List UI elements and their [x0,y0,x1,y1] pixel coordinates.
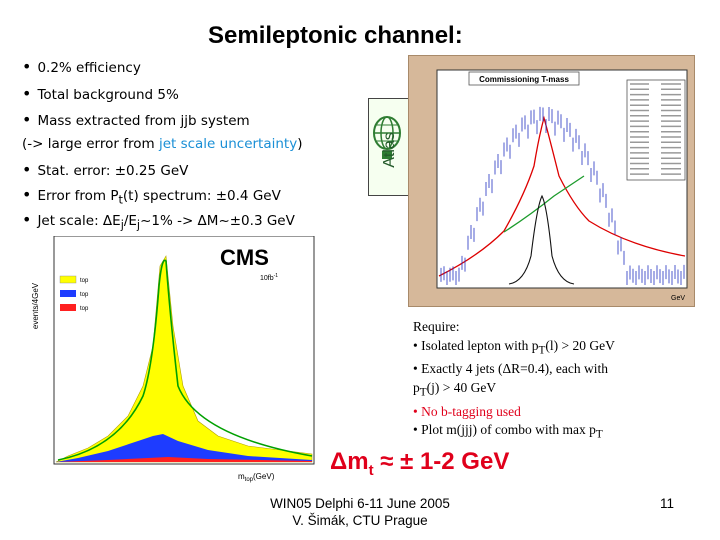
atlas-plot-title: Commissioning T-mass [479,75,569,84]
result-text: Δm [330,448,369,475]
atlas-signal-curve [508,194,575,285]
legend-label-signal: top [80,278,89,284]
bullet-mass-extracted: • Mass extracted from jjb system [22,110,250,129]
footer-author: V. Šimák, CTU Prague [292,513,428,528]
cms-ylabel: events/4GeV [31,282,40,329]
bullet-sub: t [118,193,123,207]
cms-plot-svg: events/4GeV CMS 10fb-1 top top top mtop(… [31,235,315,483]
requirements-heading: Require: [413,319,460,334]
footer: WIN05 Delphi 6-11 June 2005 V. Šimák, CT… [255,495,465,529]
atlas-stats-lines [630,83,681,175]
bullet-text: (t) spectrum: ±0.4 GeV [122,188,281,204]
requirements-list: Require: • Isolated lepton with pT(l) > … [413,318,615,445]
atlas-fit-curve [438,115,686,277]
mass-uncertainty-result: Δmt ≈ ± 1-2 GeV [330,448,509,479]
legend-swatch-signal [59,275,77,284]
result-text: ≈ ± 1-2 GeV [373,448,510,475]
requirement-lepton: • Isolated lepton with pT(l) > 20 GeV [413,337,615,360]
req-sub: T [538,344,546,357]
legend-swatch-background [60,290,76,297]
slide-title: Semileptonic channel: [208,22,463,49]
req-text: • Plot m(jjj) of combo with max p [413,422,596,438]
bullet-background: • Total background 5% [22,84,179,103]
requirement-jets: • Exactly 4 jets (ΔR=0.4), each with [413,361,608,377]
legend-label-background: top [80,292,89,298]
note-suffix: ) [297,136,303,152]
cms-xlabel: mtop(GeV) [238,472,275,483]
bullet-pt-error: • Error from Pt(t) spectrum: ±0.4 GeV [22,185,281,207]
requirement-no-btag: • No b-tagging used [413,403,521,419]
note-highlight: jet scale uncertainty [158,136,298,152]
atlas-plot-svg: Commissioning T-mass GeV [436,69,688,302]
page-number: 11 [660,496,675,511]
bullet-text: Error from P [37,188,119,204]
requirement-plot: • Plot m(jjj) of combo with max pT [413,421,615,444]
cms-lumi: 10fb-1 [260,273,278,282]
req-text: p [413,380,420,396]
bullet-efficiency: • 0.2% efficiency [22,57,141,76]
bullet-sub: j [120,218,124,232]
legend-label-other: top [80,306,89,312]
cms-logo: CMS [220,245,269,270]
bullet-text: Jet scale: ΔE [37,213,121,229]
cms-legend: top top top [59,275,89,312]
req-sub: T [595,429,603,442]
atlas-mass-plot: Commissioning T-mass GeV [408,55,695,307]
req-text: (j) > 40 GeV [426,380,497,396]
atlas-label: Atlas [381,132,398,168]
bullet-text: /E [123,213,137,229]
legend-swatch-other [60,304,76,311]
cms-fit-curve [57,259,313,461]
atlas-data-points [440,106,685,285]
bullet-text: 0.2% efficiency [37,60,141,76]
cms-other-histogram [56,457,312,462]
cms-mass-plot: events/4GeV CMS 10fb-1 top top top mtop(… [28,235,316,484]
jet-scale-note: (-> large error from jet scale uncertain… [22,136,302,152]
cms-background-histogram [56,434,312,462]
bullet-text: Total background 5% [37,87,179,103]
req-text: (l) > 20 GeV [545,337,615,353]
atlas-background-curve [503,175,585,233]
bullet-stat-error: • Stat. error: ±0.25 GeV [22,160,189,179]
requirement-jet-pt: pT(j) > 40 GeV [413,379,615,402]
req-text: • Isolated lepton with p [413,337,539,353]
atlas-globe-icon [373,116,401,159]
bullet-text: ~1% -> ΔM~±0.3 GeV [140,213,295,229]
req-sub: T [419,386,427,399]
bullet-sub: j [136,218,141,232]
result-sub: t [368,461,374,479]
bullet-jet-scale: • Jet scale: ΔEj/Ej~1% -> ΔM~±0.3 GeV [22,210,295,232]
bullet-text: Mass extracted from jjb system [37,113,250,129]
atlas-xlabel: GeV [671,295,685,302]
footer-conference: WIN05 Delphi 6-11 June 2005 [270,496,450,511]
bullet-text: Stat. error: ±0.25 GeV [37,163,189,179]
note-prefix: (-> large error from [22,136,159,152]
